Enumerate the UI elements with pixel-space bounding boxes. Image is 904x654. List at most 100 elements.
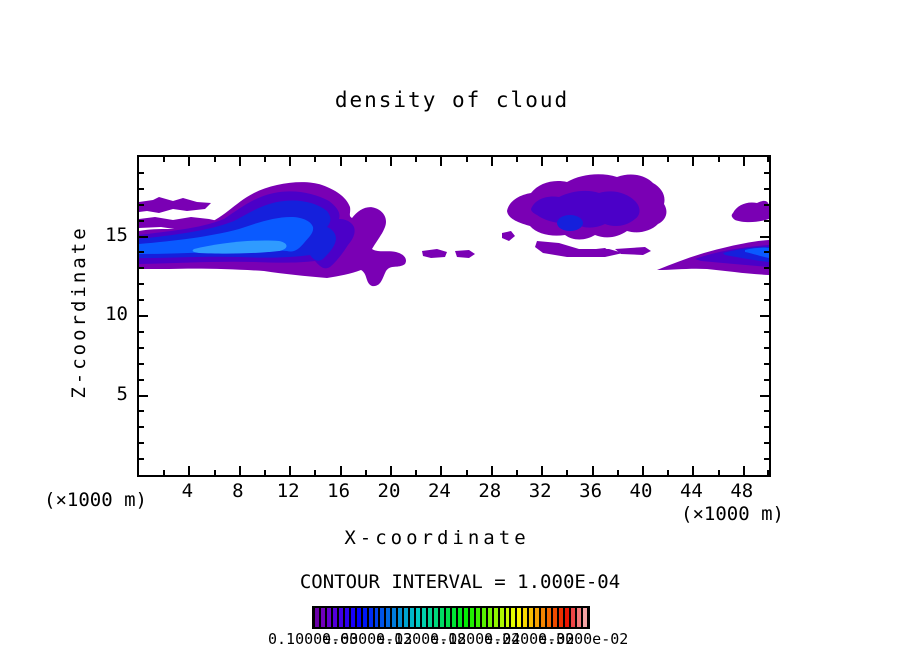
colorbar-stripe xyxy=(326,608,331,627)
z-minor-tick xyxy=(139,283,144,285)
colorbar-level-label: 0.2400e-02 xyxy=(484,630,575,648)
x-major-tick xyxy=(592,157,594,166)
colorbar-stripe xyxy=(344,608,349,627)
plot-area xyxy=(137,155,771,477)
colorbar-stripe xyxy=(410,608,415,627)
x-minor-tick xyxy=(214,470,216,475)
colorbar-stripe xyxy=(559,608,564,627)
x-minor-tick xyxy=(516,157,518,162)
colorbar-stripe xyxy=(475,608,480,627)
z-minor-tick xyxy=(139,251,144,253)
right-cloud-region xyxy=(587,200,769,275)
z-minor-tick xyxy=(764,363,769,365)
colorbar-stripe xyxy=(332,608,337,627)
colorbar-stripe xyxy=(553,608,558,627)
z-minor-tick xyxy=(139,347,144,349)
x-major-tick xyxy=(239,466,241,475)
colorbar-stripe xyxy=(511,608,516,627)
z-tick-label: 10 xyxy=(105,303,128,325)
z-tick-label: 5 xyxy=(116,382,128,405)
x-major-tick xyxy=(491,466,493,475)
z-minor-tick xyxy=(764,267,769,269)
colorbar-stripe xyxy=(374,608,379,627)
colorbar-stripe xyxy=(493,608,498,627)
z-minor-tick xyxy=(139,220,144,222)
x-minor-tick xyxy=(214,157,216,162)
z-minor-tick xyxy=(764,442,769,444)
x-tick-label: 24 xyxy=(427,480,451,502)
colorbar-stripe xyxy=(570,608,575,627)
colorbar-stripe xyxy=(469,608,474,627)
right-upper-patch xyxy=(731,200,769,223)
left-streak-upper xyxy=(139,197,211,213)
wedge-fragment-1 xyxy=(615,247,651,255)
z-minor-tick xyxy=(139,426,144,428)
colorbar-stripe xyxy=(320,608,325,627)
x-major-tick xyxy=(340,157,342,166)
colorbar-stripe xyxy=(529,608,534,627)
colorbar-stripe xyxy=(463,608,468,627)
colorbar-stripe xyxy=(535,608,540,627)
wedge-fragment-2 xyxy=(587,248,611,256)
colorbar-stripe xyxy=(547,608,552,627)
x-tick-label: 12 xyxy=(276,480,300,502)
left-cloud-region xyxy=(139,182,515,287)
x-minor-tick xyxy=(617,157,619,162)
x-tick-label: 44 xyxy=(679,480,703,502)
x-tick-label: 16 xyxy=(327,480,351,502)
middle-cloud-blue-spot xyxy=(557,215,583,231)
x-major-tick xyxy=(592,466,594,475)
z-minor-tick xyxy=(139,363,144,365)
colorbar-stripe xyxy=(576,608,581,627)
x-major-tick xyxy=(440,157,442,166)
x-minor-tick xyxy=(466,470,468,475)
z-major-tick xyxy=(760,395,769,397)
middle-cloud-violet xyxy=(531,190,640,228)
x-major-tick xyxy=(743,466,745,475)
z-minor-tick xyxy=(139,379,144,381)
colorbar-stripe xyxy=(565,608,569,627)
x-minor-tick xyxy=(718,470,720,475)
x-minor-tick xyxy=(566,470,568,475)
x-major-tick xyxy=(642,157,644,166)
tail-fragment-1 xyxy=(422,249,447,258)
colorbar-stripe xyxy=(386,608,391,627)
x-minor-tick xyxy=(516,470,518,475)
z-major-tick xyxy=(760,315,769,317)
x-tick-label: 28 xyxy=(478,480,502,502)
x-axis-unit: (×1000 m) xyxy=(681,503,784,525)
z-minor-tick xyxy=(764,204,769,206)
colorbar-stripe xyxy=(356,608,361,627)
x-minor-tick xyxy=(264,157,266,162)
z-minor-tick xyxy=(764,283,769,285)
colorbar-stripe xyxy=(428,608,433,627)
x-tick-label: 36 xyxy=(579,480,603,502)
x-minor-tick xyxy=(718,157,720,162)
x-major-tick xyxy=(541,466,543,475)
colorbar-stripe xyxy=(487,608,492,627)
x-major-tick xyxy=(188,466,190,475)
colorbar-stripe xyxy=(392,608,397,627)
colorbar-level-label: 0.1800e-02 xyxy=(430,630,521,648)
colorbar-stripe xyxy=(499,608,504,627)
x-major-tick xyxy=(440,466,442,475)
z-minor-tick xyxy=(764,251,769,253)
cloud-contour-canvas xyxy=(139,174,769,287)
colorbar-stripe xyxy=(368,608,373,627)
z-major-tick xyxy=(139,395,148,397)
z-minor-tick xyxy=(764,299,769,301)
colorbar-stripe xyxy=(315,608,319,627)
plot-title: density of cloud xyxy=(334,88,570,112)
x-major-tick xyxy=(743,157,745,166)
z-minor-tick xyxy=(764,426,769,428)
colorbar-level-label: 0.1000e-03 xyxy=(268,630,359,648)
x-minor-tick xyxy=(264,470,266,475)
x-major-tick xyxy=(390,466,392,475)
x-tick-label: 48 xyxy=(730,480,754,502)
colorbar-stripe xyxy=(481,608,486,627)
z-minor-tick xyxy=(764,172,769,174)
z-minor-tick xyxy=(139,410,144,412)
x-tick-label: 40 xyxy=(629,480,653,502)
x-minor-tick xyxy=(163,470,165,475)
colorbar-stripe xyxy=(398,608,403,627)
